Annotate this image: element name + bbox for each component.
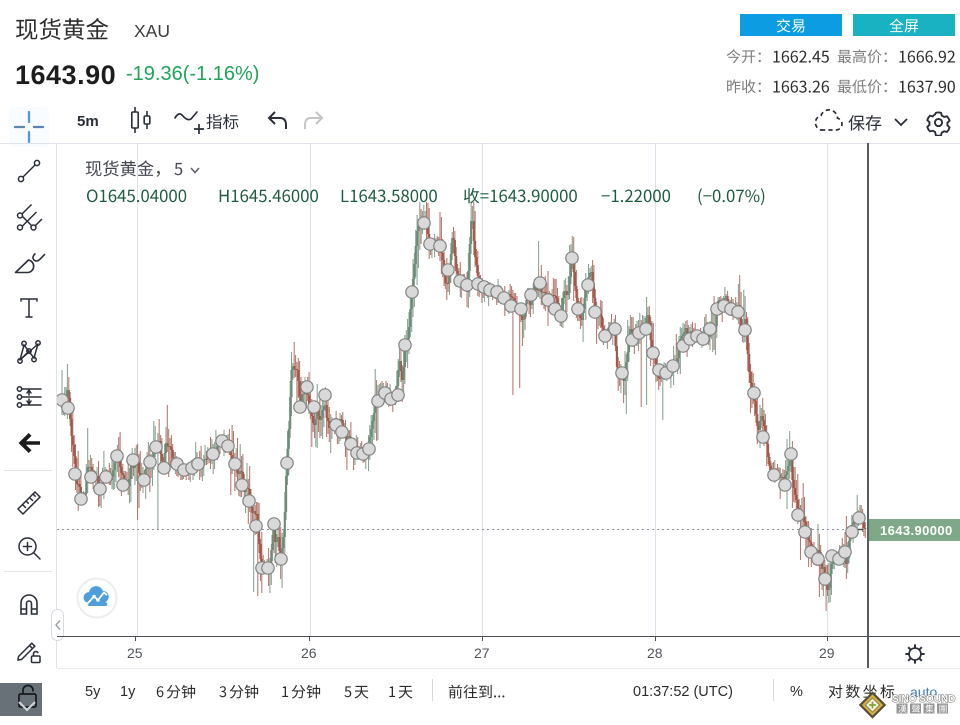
svg-text:SINO SOUND: SINO SOUND — [892, 694, 955, 705]
